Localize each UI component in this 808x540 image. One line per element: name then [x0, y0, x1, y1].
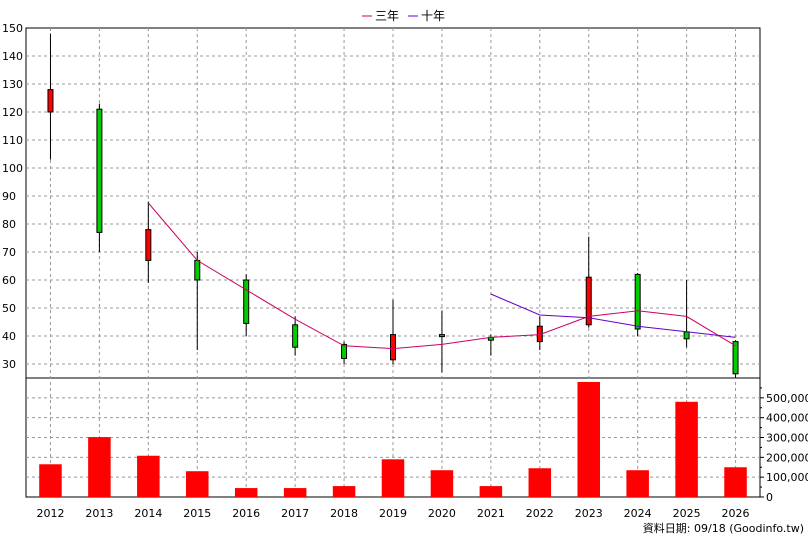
price-y-tick-label: 130 [2, 78, 23, 91]
ma-line-三年 [147, 202, 736, 350]
volume-bar [430, 470, 454, 497]
volume-bar [234, 488, 258, 497]
x-tick-label: 2022 [526, 507, 554, 520]
price-y-tick-label: 40 [2, 330, 16, 343]
candle-body [585, 276, 592, 326]
price-y-tick-label: 80 [2, 218, 16, 231]
candle-body [194, 259, 201, 281]
x-tick-label: 2024 [624, 507, 652, 520]
volume-bar [724, 467, 747, 497]
x-tick-label: 2025 [673, 507, 701, 520]
price-y-tick-label: 150 [2, 22, 23, 35]
volume-bars [39, 381, 747, 497]
volume-y-tick-label: 500,000 [766, 392, 808, 405]
candle-body [390, 334, 396, 361]
volume-y-tick-label: 400,000 [766, 412, 808, 425]
price-y-tick-label: 60 [2, 274, 16, 287]
candle-body [292, 324, 299, 348]
x-tick-label: 2026 [722, 507, 750, 520]
x-tick-label: 2014 [134, 507, 162, 520]
candle-body [438, 334, 445, 338]
x-tick-label: 2021 [477, 507, 505, 520]
price-y-tick-label: 100 [2, 162, 23, 175]
volume-bar [675, 401, 698, 497]
legend-label-10y: 十年 [421, 9, 445, 23]
volume-bar [479, 486, 503, 497]
legend-label-3y: 三年 [375, 9, 399, 23]
x-tick-label: 2013 [85, 507, 113, 520]
x-tick-label: 2016 [232, 507, 260, 520]
candle-body [96, 108, 103, 233]
x-tick-label: 2019 [379, 507, 407, 520]
candle-body [47, 89, 54, 113]
volume-bar [332, 486, 356, 497]
candle-body [341, 343, 348, 359]
volume-y-tick-label: 200,000 [766, 451, 808, 464]
price-y-tick-label: 70 [2, 246, 16, 259]
volume-bar [39, 464, 62, 497]
x-tick-label: 2023 [575, 507, 603, 520]
footer-date-label: 資料日期: 09/18 (Goodinfo.tw) [643, 521, 804, 535]
candle-body [634, 273, 641, 330]
volume-bar [528, 468, 552, 497]
ma-line-十年 [490, 293, 736, 338]
price-y-tick-label: 140 [2, 50, 23, 63]
x-tick-label: 2018 [330, 507, 358, 520]
volume-bar [283, 488, 307, 497]
volume-bar [381, 459, 405, 497]
x-tick-label: 2015 [183, 507, 211, 520]
candle-body [243, 279, 250, 324]
price-y-tick-label: 110 [2, 134, 23, 147]
volume-bar [186, 471, 209, 497]
volume-y-tick-label: 0 [766, 491, 773, 504]
legend: 三年 十年 [362, 9, 445, 23]
x-tick-label: 2012 [36, 507, 64, 520]
volume-y-tick-label: 100,000 [766, 471, 808, 484]
volume-bar [137, 455, 160, 497]
candle-body [683, 331, 690, 340]
volume-y-tick-label: 300,000 [766, 432, 808, 445]
price-y-tick-label: 30 [2, 358, 16, 371]
candle-body [732, 341, 739, 375]
volume-bar [626, 470, 649, 497]
candle-body [145, 229, 152, 261]
axes: 30 40 50 60 70 80 90 100 110 120 130 140 150 2012 2013… [2, 22, 808, 520]
price-y-tick-label: 120 [2, 106, 23, 119]
volume-bar [577, 381, 600, 497]
x-tick-label: 2017 [281, 507, 309, 520]
price-y-tick-label: 90 [2, 190, 16, 203]
x-tick-label: 2020 [428, 507, 456, 520]
moving-average-lines [147, 202, 736, 350]
volume-bar [88, 437, 111, 497]
price-y-tick-label: 50 [2, 302, 16, 315]
candlesticks [47, 33, 739, 378]
